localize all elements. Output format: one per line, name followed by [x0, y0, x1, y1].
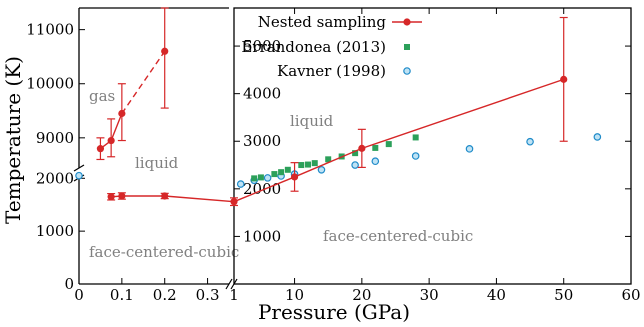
right-x-tick-label: 30: [420, 286, 439, 304]
errandonea-point: [385, 141, 392, 148]
kavner-point: [411, 152, 420, 160]
nested-sampling-point: [358, 144, 366, 152]
right-x-tick-label: 40: [487, 286, 506, 304]
legend-swatch-circle: [403, 18, 411, 26]
left-panel: 0 0.1 0.2 0.3 0 1000 2000 9000 10000 11000 gas liqu…: [26, 7, 239, 304]
kavner-point: [526, 137, 534, 146]
right-y-tick-label: 3000: [243, 132, 281, 150]
left-x-tick-label: 0.1: [110, 286, 134, 304]
y-break-mark: [73, 164, 85, 172]
region-label-gas: gas: [89, 87, 115, 105]
right-y-tick-label: 4000: [243, 85, 281, 103]
nested-sampling-point: [230, 198, 238, 206]
nested-sampling-line: [233, 78, 564, 203]
kavner-point: [593, 133, 602, 141]
region-label-fcc: face-centered-cubic: [89, 243, 239, 261]
kavner-point: [236, 180, 245, 188]
right-x-tick-label: 1: [229, 286, 239, 304]
legend-label: Nested sampling: [258, 13, 387, 31]
x-break-mark: [225, 278, 233, 290]
errandonea-point: [311, 160, 318, 167]
legend-label: Errandonea (2013): [241, 38, 386, 56]
left-y-tick-label: 2000: [36, 169, 74, 187]
right-x-tick-label: 20: [352, 286, 371, 304]
kavner-point: [465, 145, 474, 153]
right-y-tick-label: 1000: [243, 227, 281, 245]
right-x-tick-label: 60: [621, 286, 640, 304]
boiling-point: [96, 145, 105, 153]
melting-point: [161, 192, 169, 200]
nested-sampling-point: [560, 75, 568, 83]
right-panel: 1 10 20 30 40 50 60 1000 2000 3000 4000 5000 liquid f…: [164, 7, 641, 304]
kavner-point: [317, 165, 326, 174]
left-x-tick-label: 0.3: [196, 286, 220, 304]
right-x-tick-label: 50: [554, 286, 573, 304]
y-axis-label: Temperature (K): [1, 56, 25, 224]
boiling-point: [161, 47, 169, 55]
errandonea-point: [372, 144, 379, 151]
region-label-fcc: face-centered-cubic: [323, 227, 473, 245]
region-label-liquid: liquid: [135, 154, 179, 172]
errandonea-point: [412, 134, 419, 141]
left-y-tick-label: 1000: [36, 222, 74, 240]
left-x-tick-label: 0.2: [153, 286, 177, 304]
errandonea-point: [325, 156, 332, 163]
legend-label: Kavner (1998): [277, 62, 386, 80]
right-y-tick-label: 2000: [243, 180, 281, 198]
right-plot-frame: [233, 7, 632, 285]
kavner-point: [75, 171, 83, 180]
errandonea-point: [257, 174, 264, 181]
boiling-point: [107, 136, 115, 145]
right-y-tick-label: 5000: [243, 37, 281, 55]
right-x-tick-label: 10: [285, 286, 304, 304]
legend-swatch-open-circle: [403, 67, 411, 75]
errandonea-point: [298, 162, 305, 169]
errandonea-point: [305, 161, 312, 168]
legend-swatch-square: [404, 44, 410, 50]
errandonea-point: [251, 175, 258, 182]
kavner-point: [371, 157, 380, 166]
left-y-tick-label: 0: [64, 275, 74, 293]
legend: Nested sampling Errandonea (2013) Kavner (…: [241, 13, 422, 80]
x-axis-label: Pressure (GPa): [258, 300, 410, 324]
errandonea-point: [271, 171, 278, 178]
melting-point: [118, 192, 126, 200]
left-y-tick-label: 10000: [26, 75, 74, 93]
region-label-liquid: liquid: [290, 112, 334, 130]
errandonea-point: [278, 169, 285, 176]
kavner-point: [351, 161, 359, 169]
left-y-tick-label: 9000: [36, 129, 74, 147]
melting-point: [107, 193, 115, 201]
boiling-line-dashed: [121, 50, 166, 114]
errandonea-point: [352, 150, 359, 157]
left-x-tick-label: 0: [74, 286, 84, 304]
nested-sampling-point: [290, 173, 299, 181]
boiling-point: [118, 109, 126, 118]
melting-line-bridge: [164, 195, 235, 203]
left-y-tick-label: 11000: [26, 21, 74, 39]
errandonea-point: [284, 166, 291, 173]
kavner-point: [263, 174, 272, 182]
